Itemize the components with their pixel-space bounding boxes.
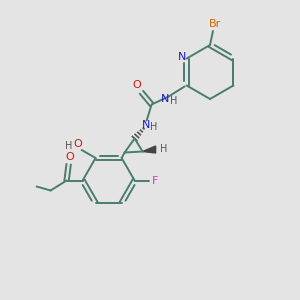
Text: O: O xyxy=(132,80,141,91)
Text: H: H xyxy=(170,97,177,106)
Text: O: O xyxy=(73,139,82,149)
Text: H: H xyxy=(150,122,157,133)
Text: N: N xyxy=(141,121,150,130)
Text: F: F xyxy=(152,176,158,185)
Text: H: H xyxy=(160,145,167,154)
Polygon shape xyxy=(142,146,156,153)
Text: N: N xyxy=(177,52,186,62)
Text: O: O xyxy=(65,152,74,163)
Text: H: H xyxy=(65,141,72,151)
Text: N: N xyxy=(160,94,169,104)
Text: Br: Br xyxy=(209,19,221,29)
